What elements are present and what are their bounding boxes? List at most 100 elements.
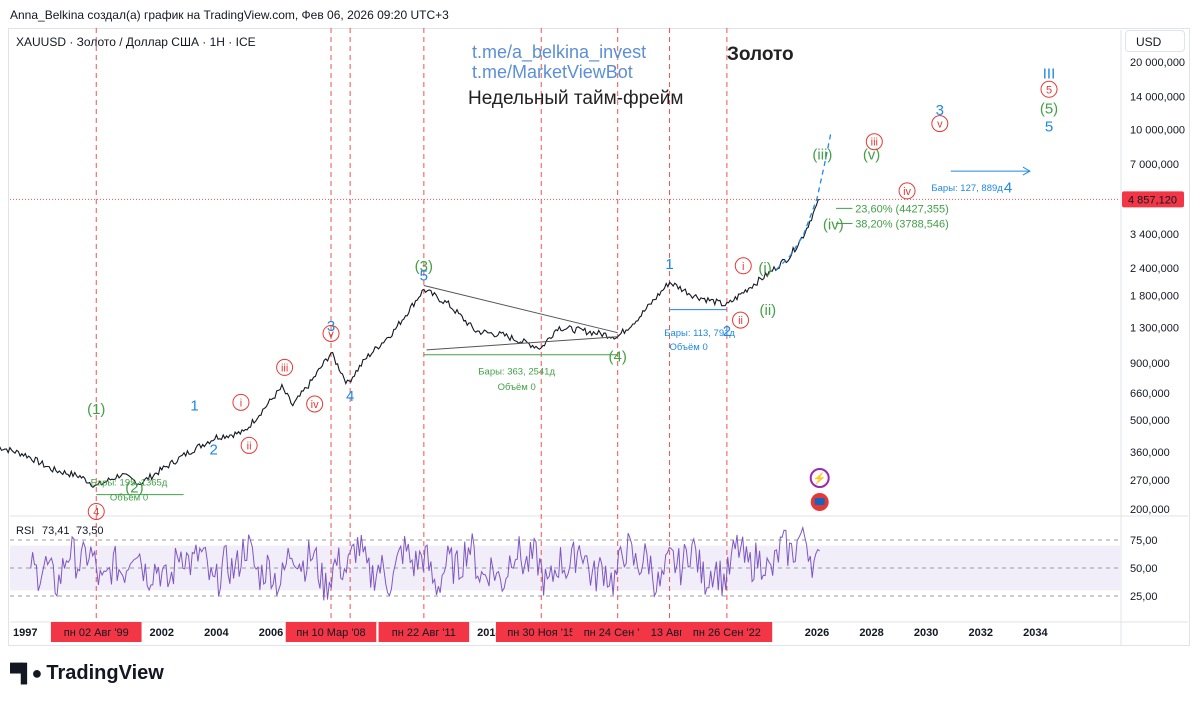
measure-note: Бары: 363, 2541д <box>478 366 555 377</box>
chart-frame <box>8 28 1190 646</box>
measure-note: Бары: 113, 791д <box>664 328 735 339</box>
rsi-level-tick: 25,00 <box>1130 591 1158 603</box>
wave-label: (4) <box>609 349 627 366</box>
telegram-link-2: t.me/MarketViewBot <box>472 62 633 82</box>
wave-label: 1 <box>665 256 673 273</box>
wave-label-circle <box>322 324 340 342</box>
symbol-title[interactable]: XAUUSD · Золото / Доллар США · 1Н · ICE <box>16 35 256 49</box>
wave-label-circle <box>87 502 105 520</box>
wave-label-circle <box>931 115 949 133</box>
price-axis-tick: 14 000,000 <box>1130 92 1185 104</box>
wave-label: (iv) <box>823 216 844 233</box>
date-flag-label: пн 22 Авг '11 <box>392 627 456 639</box>
fib-level-label: 38,20% (3788,546) <box>855 218 949 230</box>
wave-label: (v) <box>863 147 881 164</box>
price-axis-tick: 10 000,000 <box>1130 124 1185 136</box>
price-axis-tick: 1 800,000 <box>1130 291 1179 303</box>
measure-note: Объём 0 <box>110 493 148 504</box>
date-flag-label: пн 26 Сен '22 <box>693 627 761 639</box>
wave-label-circle <box>306 395 324 413</box>
wave-label: 1 <box>190 398 198 415</box>
wave-label: iii <box>281 362 288 374</box>
header-author-line: Anna_Belkina создал(а) график на Trading… <box>10 8 449 22</box>
wave-label-circle <box>240 436 258 454</box>
wave-label: 4 <box>1004 179 1012 196</box>
measure-note: Бары: 195, 1365д <box>91 477 168 488</box>
tradingview-logo[interactable]: ▀▌● TradingView <box>10 662 164 685</box>
wave-label: 3 <box>327 318 335 335</box>
price-axis-tick: 360,000 <box>1130 447 1170 459</box>
wave-label: 5 <box>1046 84 1052 96</box>
price-axis-tick: 7 000,000 <box>1130 159 1179 171</box>
wave-label: (2) <box>125 479 143 496</box>
measure-arrowhead <box>1022 166 1031 176</box>
wave-label: 2 <box>723 323 731 340</box>
price-axis-tick: 1 300,000 <box>1130 322 1179 334</box>
last-price-badge <box>1122 191 1184 208</box>
projection-curve <box>775 134 832 271</box>
rsi-line <box>30 525 821 601</box>
date-flag-badge <box>378 622 470 642</box>
wave-label: v <box>937 119 943 131</box>
time-axis-tick: 2026 <box>805 627 829 639</box>
wave-label-circle <box>1040 80 1058 98</box>
wave-label: 4 <box>93 506 99 518</box>
price-axis-tick: 500,000 <box>1130 415 1170 427</box>
time-axis-tick: 1997 <box>13 627 37 639</box>
wave-label: iv <box>903 186 911 198</box>
wave-label-circle <box>734 257 752 275</box>
time-axis-tick: 2030 <box>914 627 938 639</box>
rsi-level-tick: 50,00 <box>1130 563 1158 575</box>
date-flag-label: пн 02 Авг '99 <box>64 627 129 639</box>
price-axis-tick: 200,000 <box>1130 504 1170 516</box>
measure-note: Объём 0 <box>670 342 708 353</box>
currency-button[interactable]: USD <box>1125 30 1185 52</box>
wave-label: (3) <box>415 258 433 275</box>
measure-note: Объём 0 <box>498 382 536 393</box>
wave-label: ii <box>738 315 743 327</box>
flag-event-glyph <box>814 498 825 505</box>
wave-label: 5 <box>1045 118 1053 135</box>
date-flag-label: пн 24 Сен '18 <box>584 627 652 639</box>
date-flag-badge <box>681 622 773 642</box>
wave-label: iii <box>871 137 878 149</box>
date-flag-badge <box>50 622 142 642</box>
price-axis-tick: 660,000 <box>1130 388 1170 400</box>
wave-label-circle <box>232 393 250 411</box>
lightning-event-icon <box>809 468 830 488</box>
wave-label: (1) <box>87 401 105 418</box>
wave-label: 3 <box>936 102 944 119</box>
time-axis-tick: 2028 <box>859 627 883 639</box>
wave-label-circle <box>865 133 883 151</box>
telegram-link-1: t.me/a_belkina_invest <box>472 42 647 62</box>
triangle-upper-line <box>423 285 618 334</box>
tradingview-logo-text: TradingView <box>46 662 164 684</box>
date-flag-label: пн 10 Мар '08 <box>296 627 365 639</box>
wave-label: 5 <box>420 267 428 284</box>
chart-caption: Золото <box>727 44 794 65</box>
rsi-label: RSI <box>16 525 34 537</box>
rsi-value: 73,41 <box>42 525 70 537</box>
wave-label: (ii) <box>760 302 777 319</box>
date-flag-badge <box>495 622 587 642</box>
price-axis-tick: 900,000 <box>1130 358 1170 370</box>
wave-label: ii <box>247 440 252 452</box>
date-flag-label: 13 Авг ' <box>651 627 689 639</box>
last-price-label: 4 857,120 <box>1128 194 1177 206</box>
wave-label-circle <box>732 311 750 329</box>
wave-label: v <box>328 328 334 340</box>
time-axis-tick: 2034 <box>1023 627 1048 639</box>
time-axis-tick: 2032 <box>969 627 993 639</box>
price-axis-tick: 3 400,000 <box>1130 229 1179 241</box>
tradingview-logo-icon: ▀▌● <box>10 663 42 683</box>
date-flag-label: пн 30 Ноя '15 <box>507 627 575 639</box>
wave-label: (5) <box>1040 100 1058 117</box>
rsi-level-tick: 75,00 <box>1130 535 1158 547</box>
wave-label: (iii) <box>812 147 832 164</box>
price-series-line <box>0 198 820 489</box>
timeframe-caption: Недельный тайм-фрейм <box>468 88 684 109</box>
triangle-lower-line <box>426 336 618 351</box>
wave-label: (i) <box>758 260 771 277</box>
price-axis-tick: 2 400,000 <box>1130 263 1179 275</box>
